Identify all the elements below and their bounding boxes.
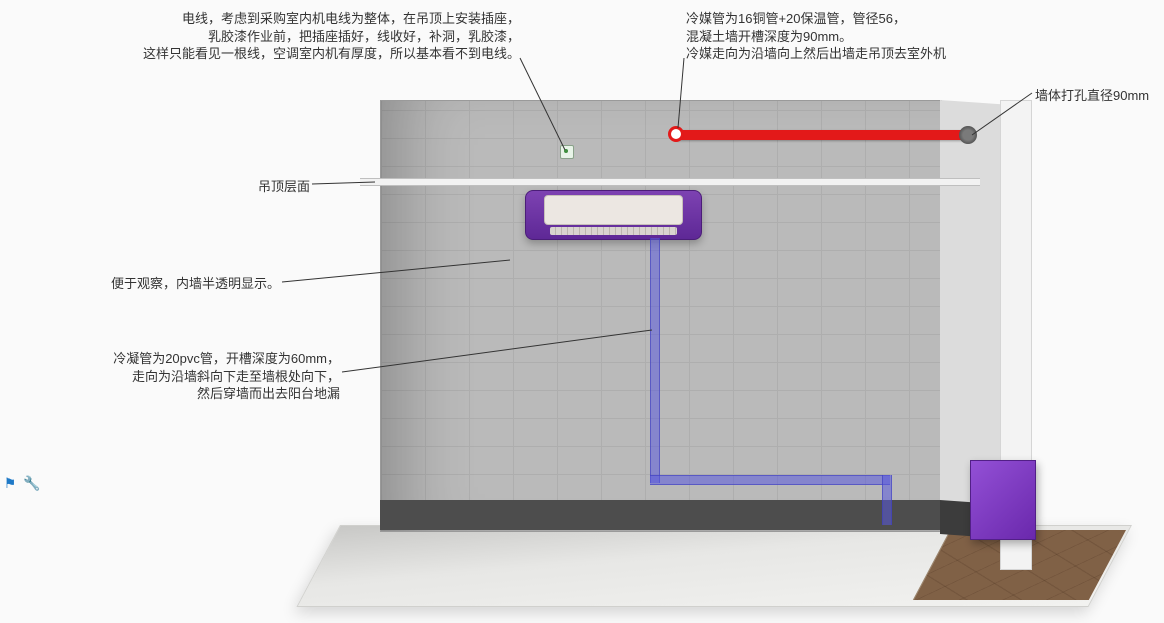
condensate-pipe-drop (882, 475, 892, 525)
ceiling-socket (560, 145, 574, 159)
condensate-pipe-vertical (650, 238, 660, 483)
annotation-condensate: 冷凝管为20pvc管，开槽深度为60mm， 走向为沿墙斜向下走至墙根处向下， 然… (60, 350, 340, 403)
ac-face (544, 195, 683, 225)
back-wall (380, 100, 942, 532)
back-wall-base (380, 500, 940, 530)
ac-outdoor-unit (970, 460, 1036, 540)
annotation-ceiling: 吊顶层面 (230, 178, 310, 196)
annotation-refrigerant: 冷媒管为16铜管+20保温管，管径56， 混凝土墙开槽深度为90mm。 冷媒走向… (686, 10, 1116, 63)
flag-icon[interactable]: ⚑ (2, 475, 18, 491)
wall-hole (959, 126, 977, 144)
refrigerant-pipe (675, 130, 965, 140)
scene-3d (350, 70, 1140, 620)
ac-louver (550, 227, 677, 235)
annotation-wire: 电线，考虑到采购室内机电线为整体，在吊顶上安装插座， 乳胶漆作业前，把插座插好，… (30, 10, 520, 63)
condensate-pipe-horizontal (650, 475, 890, 485)
annotation-wall-note: 便于观察，内墙半透明显示。 (60, 275, 280, 293)
toolbar: ⚑ 🔧 (2, 475, 40, 491)
diagram-canvas: 电线，考虑到采购室内机电线为整体，在吊顶上安装插座， 乳胶漆作业前，把插座插好，… (0, 0, 1164, 623)
ac-indoor-unit (525, 190, 702, 240)
ceiling-level (360, 178, 980, 186)
wrench-icon[interactable]: 🔧 (24, 475, 40, 491)
refrigerant-inlet-icon (668, 126, 684, 142)
